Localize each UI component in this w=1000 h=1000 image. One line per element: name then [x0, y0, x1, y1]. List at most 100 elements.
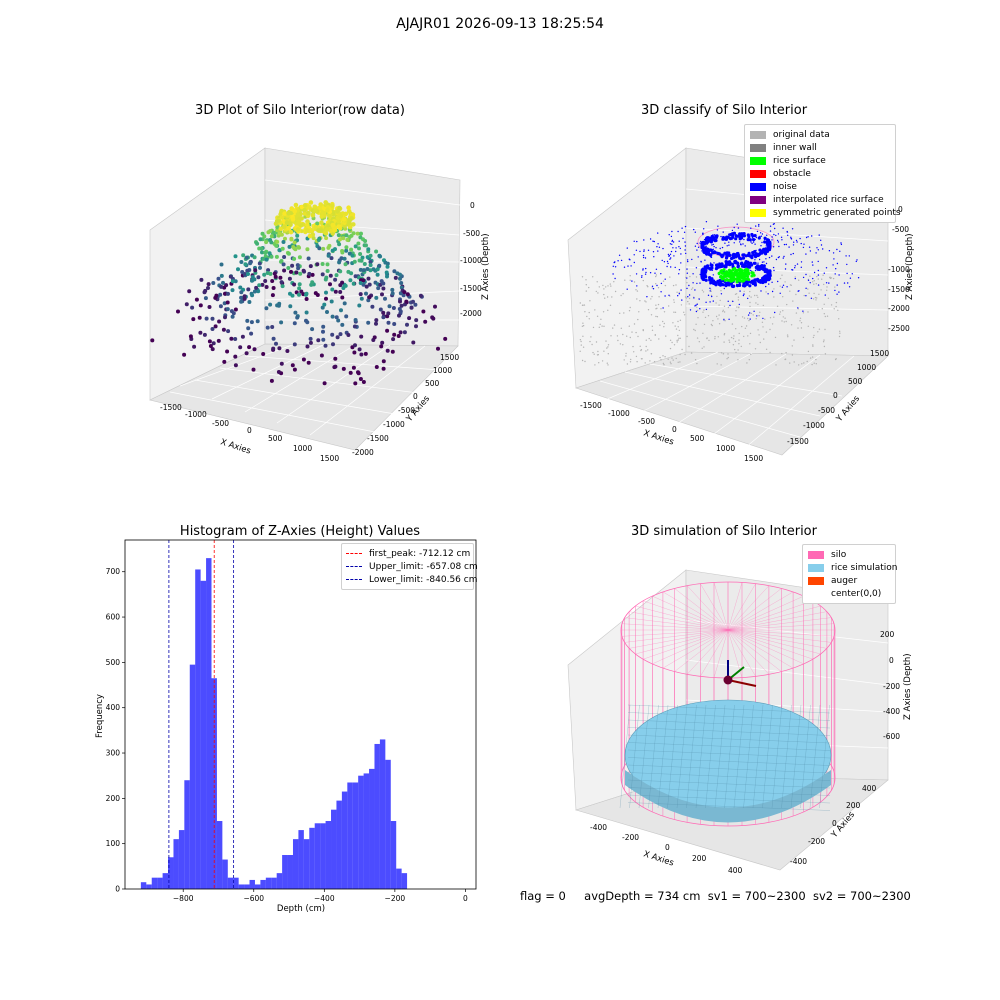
silo-wire	[652, 595, 729, 631]
p2-point-original	[793, 361, 795, 363]
p2-left-pane	[567, 147, 687, 389]
p2-point-original	[586, 315, 588, 318]
p2-point-original	[789, 290, 791, 292]
p2-point-original	[663, 311, 666, 313]
p2-point-noise	[782, 257, 784, 259]
p2-point-noise	[738, 232, 742, 236]
p1-point	[325, 310, 329, 314]
p2-point-noise	[736, 261, 740, 265]
p2-point-noise	[709, 263, 713, 267]
p2-point-original	[743, 317, 746, 319]
p1-point	[359, 334, 364, 339]
p2-point-noise	[704, 249, 709, 253]
p2-point-original	[735, 315, 737, 317]
p2-point-noise	[731, 284, 735, 289]
p1-point	[392, 269, 397, 274]
p1-point	[358, 252, 363, 256]
p2-point-noise	[838, 274, 840, 276]
silo-wire	[727, 617, 832, 631]
p1-point	[258, 237, 263, 242]
p2-point-original	[662, 280, 665, 282]
p2-point-original	[835, 305, 837, 308]
p2-point-original	[750, 296, 752, 298]
p1-point	[199, 277, 204, 282]
silo-wire	[727, 588, 782, 631]
p2-point-noise	[757, 236, 761, 240]
p2-point-original	[674, 311, 677, 313]
hist-bar	[325, 821, 332, 889]
p1-point	[150, 338, 155, 343]
p1-point	[338, 283, 343, 288]
p1-point	[383, 296, 387, 301]
p1-ytick: 1500	[440, 353, 459, 362]
p2-point-noise	[642, 268, 644, 270]
p2-point-noise	[846, 272, 848, 275]
p2-point-noise	[828, 282, 830, 284]
p1-point	[327, 243, 332, 248]
silo-wire	[727, 582, 743, 631]
p2-point-noise	[772, 266, 775, 269]
p2-point-original	[688, 345, 690, 348]
p2-point-original	[784, 358, 786, 361]
p2-point-rice	[723, 274, 727, 278]
p2-point-noise	[756, 265, 760, 269]
legend-swatch	[750, 130, 766, 139]
rice-mesh-line	[790, 704, 802, 809]
p4-ytick: 0	[832, 819, 837, 828]
rice-mesh-line	[627, 719, 831, 729]
p2-point-noise	[727, 300, 729, 302]
p1-point	[362, 262, 367, 266]
panel3-histogram: −800 −600 −400 −200 00100200300400500600700 …	[95, 539, 477, 914]
p2-point-noise	[758, 223, 760, 226]
p2-point-noise	[664, 295, 666, 297]
p2-point-original	[785, 320, 787, 323]
hist-bar	[303, 839, 310, 889]
p1-point	[239, 295, 244, 300]
p1-point	[381, 286, 386, 291]
p1-point	[348, 370, 353, 375]
rice-mesh-line	[627, 734, 831, 744]
p2-ztick: -2000	[888, 304, 910, 313]
p2-point-noise	[709, 262, 712, 264]
p2-point-original	[758, 314, 760, 317]
p2-point-original	[625, 352, 627, 355]
p1-point	[398, 276, 402, 281]
p1-point	[264, 257, 269, 262]
p2-point-noise	[794, 277, 796, 280]
p2-point-noise	[809, 282, 811, 284]
p2-point-noise	[755, 236, 758, 239]
p2-point-original	[651, 325, 653, 327]
p2-point-noise	[790, 237, 792, 240]
p2-point-original	[812, 345, 814, 347]
p2-point-noise	[693, 228, 695, 231]
p1-point	[407, 316, 412, 321]
rice-mesh-line	[743, 704, 754, 809]
p2-point-original	[606, 362, 608, 364]
hist-xtick-label: −800	[173, 894, 194, 903]
p2-point-original	[629, 275, 631, 277]
p2-point-original	[581, 276, 584, 278]
p2-point-noise	[692, 282, 694, 284]
p1-point	[324, 236, 329, 241]
p2-point-noise	[748, 254, 752, 258]
p2-point-noise	[771, 239, 773, 241]
p2-point-original	[782, 296, 784, 298]
p2-point-original	[696, 337, 699, 339]
hist-bar	[347, 782, 353, 889]
p2-point-rice	[751, 273, 755, 277]
p2-point-rice	[745, 267, 748, 271]
p1-point	[260, 282, 265, 287]
legend-label: center(0,0)	[831, 588, 882, 599]
p2-point-original	[813, 334, 815, 337]
p2-point-noise	[765, 285, 767, 288]
hist-legend-item: first_peak: -712.12 cm	[346, 547, 470, 560]
hist-frame	[124, 539, 477, 890]
hist-ytick-label: 400	[106, 703, 121, 712]
p2-point-noise	[740, 234, 744, 238]
p2-point-original	[673, 299, 675, 301]
p2-point-noise	[673, 255, 675, 257]
p2-point-original	[747, 335, 749, 337]
p1-point	[392, 332, 397, 337]
p2-point-original	[695, 323, 697, 325]
p1-point	[216, 338, 221, 343]
